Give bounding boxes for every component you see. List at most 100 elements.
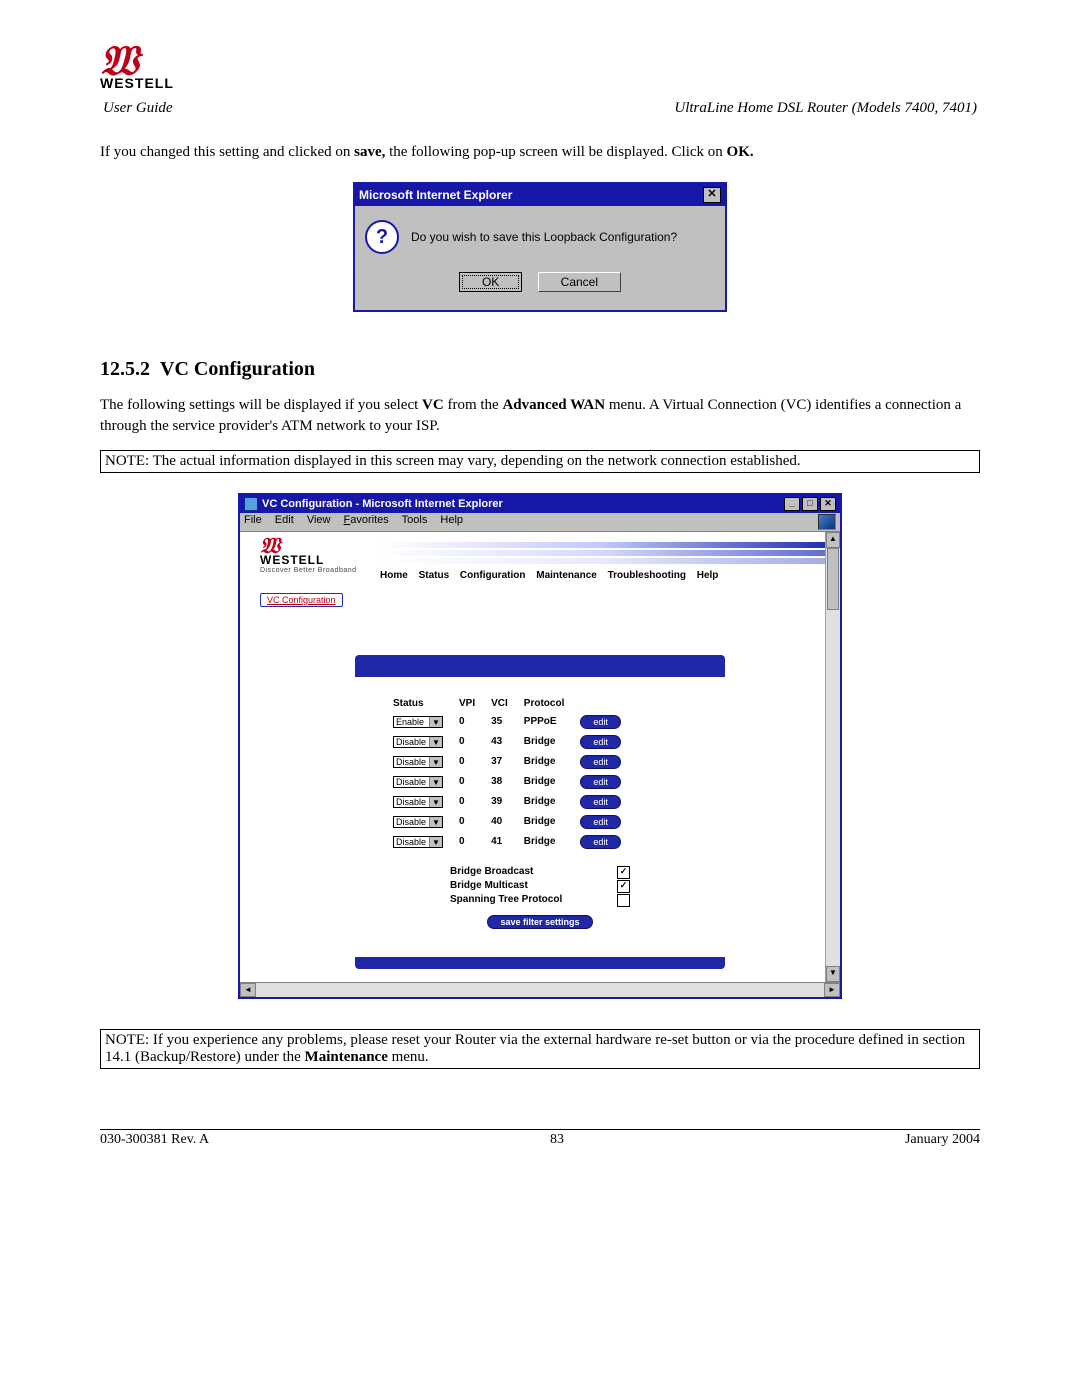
vertical-scrollbar[interactable]: ▲ ▼: [825, 532, 840, 982]
menu-view[interactable]: View: [307, 514, 331, 526]
nav-configuration[interactable]: Configuration: [460, 570, 526, 581]
chevron-down-icon: ▼: [429, 797, 442, 807]
browser-titlebar: VC Configuration - Microsoft Internet Ex…: [240, 495, 840, 513]
cell-protocol: Bridge: [516, 832, 573, 852]
nav-home[interactable]: Home: [380, 570, 408, 581]
menu-help[interactable]: Help: [440, 514, 463, 526]
close-icon[interactable]: ✕: [703, 187, 721, 203]
mini-logo-text: WESTELL: [260, 553, 380, 567]
section-paragraph: The following settings will be displayed…: [100, 395, 980, 436]
edit-button[interactable]: edit: [580, 735, 621, 749]
edit-button[interactable]: edit: [580, 815, 621, 829]
scroll-thumb[interactable]: [827, 548, 839, 610]
scroll-left-icon[interactable]: ◄: [240, 983, 256, 997]
intro-paragraph: If you changed this setting and clicked …: [100, 142, 980, 162]
table-row: Disable▼038Bridgeedit: [385, 772, 629, 792]
header-left: User Guide: [102, 99, 268, 118]
save-filter-button[interactable]: save filter settings: [487, 915, 592, 929]
cell-protocol: Bridge: [516, 732, 573, 752]
sec-text-advwan: Advanced WAN: [502, 397, 605, 413]
status-select[interactable]: Disable▼: [393, 836, 443, 848]
nav-troubleshooting[interactable]: Troubleshooting: [608, 570, 686, 581]
cell-vci: 39: [483, 792, 516, 812]
status-select[interactable]: Disable▼: [393, 736, 443, 748]
note2-post: menu.: [388, 1049, 429, 1065]
nav-help[interactable]: Help: [697, 570, 719, 581]
checkbox-bridge-broadcast[interactable]: ✓: [617, 866, 630, 879]
label-bridge-multicast: Bridge Multicast: [450, 880, 528, 893]
label-stp: Spanning Tree Protocol: [450, 894, 562, 907]
maximize-icon[interactable]: □: [802, 497, 818, 511]
edit-button[interactable]: edit: [580, 775, 621, 789]
th-status: Status: [385, 695, 451, 712]
sec-text-2: from the: [444, 397, 503, 413]
chevron-down-icon: ▼: [429, 737, 442, 747]
intro-text-save: save,: [354, 144, 385, 160]
footer-center: 83: [550, 1132, 564, 1148]
scroll-down-icon[interactable]: ▼: [826, 966, 840, 982]
status-select[interactable]: Enable▼: [393, 716, 443, 728]
browser-title: VC Configuration - Microsoft Internet Ex…: [262, 498, 503, 510]
westell-logo: 𝔚 WESTELL: [100, 50, 174, 91]
mini-logo-swoosh-icon: 𝔚: [260, 538, 380, 553]
cell-vci: 43: [483, 732, 516, 752]
table-row: Disable▼039Bridgeedit: [385, 792, 629, 812]
checkbox-bridge-multicast[interactable]: ✓: [617, 880, 630, 893]
horizontal-scrollbar[interactable]: ◄ ►: [240, 982, 840, 997]
gradient-bar: [380, 542, 826, 548]
dialog-message: Do you wish to save this Loopback Config…: [411, 230, 677, 244]
cell-vpi: 0: [451, 772, 483, 792]
cancel-button[interactable]: Cancel: [538, 272, 621, 292]
label-bridge-broadcast: Bridge Broadcast: [450, 866, 533, 879]
note-box-1: NOTE: The actual information displayed i…: [100, 450, 980, 473]
footer-left: 030-300381 Rev. A: [100, 1132, 209, 1148]
cell-vci: 37: [483, 752, 516, 772]
th-vci: VCI: [483, 695, 516, 712]
header-row: User Guide UltraLine Home DSL Router (Mo…: [100, 97, 980, 120]
cell-vci: 40: [483, 812, 516, 832]
cell-protocol: Bridge: [516, 792, 573, 812]
cell-vpi: 0: [451, 832, 483, 852]
edit-button[interactable]: edit: [580, 835, 621, 849]
checkbox-stp[interactable]: [617, 894, 630, 907]
table-row: Disable▼037Bridgeedit: [385, 752, 629, 772]
minimize-icon[interactable]: _: [784, 497, 800, 511]
edit-button[interactable]: edit: [580, 795, 621, 809]
note2-pre: NOTE: If you experience any problems, pl…: [105, 1032, 965, 1065]
menu-file[interactable]: File: [244, 514, 262, 526]
nav-maintenance[interactable]: Maintenance: [536, 570, 597, 581]
scroll-up-icon[interactable]: ▲: [826, 532, 840, 548]
edit-button[interactable]: edit: [580, 715, 621, 729]
edit-button[interactable]: edit: [580, 755, 621, 769]
section-title: VC Configuration: [160, 358, 315, 380]
status-select[interactable]: Disable▼: [393, 796, 443, 808]
side-link-vc-config[interactable]: VC Configuration: [260, 593, 343, 607]
status-select[interactable]: Disable▼: [393, 756, 443, 768]
nav-status[interactable]: Status: [419, 570, 450, 581]
menu-edit[interactable]: Edit: [275, 514, 294, 526]
question-icon: ?: [365, 220, 399, 254]
status-select[interactable]: Disable▼: [393, 816, 443, 828]
scroll-right-icon[interactable]: ►: [824, 983, 840, 997]
dialog-titlebar: Microsoft Internet Explorer ✕: [355, 184, 725, 206]
confirm-dialog: Microsoft Internet Explorer ✕ ? Do you w…: [353, 182, 727, 312]
ie-icon: [244, 497, 258, 511]
gradient-bar: [380, 558, 826, 564]
menu-favorites[interactable]: Favorites: [344, 514, 389, 526]
vc-table: Status VPI VCI Protocol Enable▼035PPPoEe…: [385, 695, 629, 852]
cell-protocol: PPPoE: [516, 712, 573, 732]
sec-text-vc: VC: [422, 397, 444, 413]
menu-tools[interactable]: Tools: [402, 514, 428, 526]
section-heading: 12.5.2 VC Configuration: [100, 358, 980, 381]
logo-swoosh-icon: 𝔚: [100, 50, 174, 75]
browser-window: VC Configuration - Microsoft Internet Ex…: [238, 493, 842, 999]
status-select[interactable]: Disable▼: [393, 776, 443, 788]
chevron-down-icon: ▼: [429, 717, 442, 727]
ok-button[interactable]: OK: [459, 272, 522, 292]
dialog-title: Microsoft Internet Explorer: [359, 188, 512, 202]
logo-text: WESTELL: [100, 75, 174, 91]
intro-text-pre: If you changed this setting and clicked …: [100, 144, 354, 160]
table-row: Disable▼040Bridgeedit: [385, 812, 629, 832]
close-icon[interactable]: ✕: [820, 497, 836, 511]
cell-vci: 35: [483, 712, 516, 732]
